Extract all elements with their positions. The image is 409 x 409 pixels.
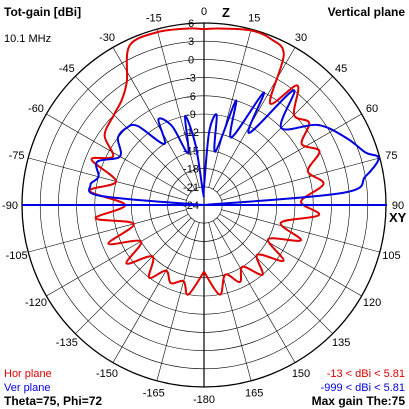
grid-spoke xyxy=(216,76,333,193)
angle-tick-label: -135 xyxy=(56,337,78,349)
angle-tick-label: 75 xyxy=(385,150,397,162)
angle-tick-label: 45 xyxy=(335,63,347,75)
hor-plane-line xyxy=(88,27,325,296)
grid-spoke xyxy=(221,209,380,253)
frequency-label: 10.1 MHz xyxy=(4,33,51,45)
legend-hor-label: Hor plane xyxy=(4,368,52,380)
plane-label: Vertical plane xyxy=(328,5,406,19)
angle-tick-label: 105 xyxy=(382,250,400,262)
radial-tick-label: -18 xyxy=(183,164,199,176)
radial-tick-label: 6 xyxy=(188,18,194,30)
grid-spoke xyxy=(208,222,252,381)
theta-phi-label: Theta=75, Phi=72 xyxy=(4,394,102,408)
angle-tick-label: 15 xyxy=(248,13,260,25)
angle-tick-label: -45 xyxy=(59,63,75,75)
xy-axis-letter: XY xyxy=(389,210,407,225)
angle-tick-label: -15 xyxy=(146,13,162,25)
radial-tick-label: 0 xyxy=(188,54,194,66)
angle-tick-label: 60 xyxy=(366,103,378,115)
angle-tick-label: -165 xyxy=(143,387,165,399)
angle-tick-label: -180 xyxy=(193,394,215,406)
angle-tick-label: 150 xyxy=(292,368,310,380)
grid-spoke xyxy=(221,157,380,201)
max-gain-label: Max gain The:75 xyxy=(312,394,406,408)
angle-tick-label: -60 xyxy=(28,103,44,115)
radial-tick-label: -3 xyxy=(186,73,196,85)
radial-tick-label: -9 xyxy=(186,109,196,121)
radial-tick-label: -21 xyxy=(183,182,199,194)
angle-tick-label: -150 xyxy=(96,368,118,380)
angle-tick-label: -30 xyxy=(99,32,115,44)
legend-ver-label: Ver plane xyxy=(4,382,50,394)
grid-spoke xyxy=(46,113,189,197)
grid-spoke xyxy=(219,213,362,297)
angle-tick-label: -90 xyxy=(2,200,18,212)
angle-tick-label: 165 xyxy=(245,387,263,399)
angle-tick-label: 0 xyxy=(201,6,207,18)
angle-tick-label: 135 xyxy=(332,337,350,349)
angle-tick-label: 30 xyxy=(295,32,307,44)
grid-spoke xyxy=(156,29,200,188)
z-axis-letter: Z xyxy=(222,5,230,20)
grid-spoke xyxy=(46,213,189,297)
angle-tick-label: -120 xyxy=(25,297,47,309)
grid-spoke xyxy=(75,76,192,193)
ver-plane-line xyxy=(87,89,380,206)
legend-hor-range: -13 < dBi < 5.81 xyxy=(327,368,405,380)
grid-spoke xyxy=(219,113,362,197)
grid-spoke xyxy=(156,222,200,381)
radial-tick-label: -15 xyxy=(183,145,199,157)
radial-tick-labels: 630-3-6-9-12-15-18-21-24 xyxy=(183,18,199,212)
grid-spoke xyxy=(208,29,252,188)
chart-title: Tot-gain [dBi] xyxy=(4,5,81,19)
radial-tick-label: -6 xyxy=(186,91,196,103)
angle-tick-label: -105 xyxy=(6,250,28,262)
angle-tick-labels: 0153045607590105120135150165-180-165-150… xyxy=(2,6,404,406)
grid-spoke xyxy=(212,220,296,363)
pattern-series xyxy=(22,27,387,296)
grid-spoke xyxy=(75,217,192,334)
angle-tick-label: 90 xyxy=(392,200,404,212)
grid-spoke xyxy=(28,209,187,253)
legend-ver-range: -999 < dBi < 5.81 xyxy=(321,382,405,394)
grid-spoke xyxy=(28,157,187,201)
grid-spoke xyxy=(112,220,196,363)
angle-tick-label: 120 xyxy=(363,297,381,309)
angle-tick-label: -75 xyxy=(9,150,25,162)
grid-spoke xyxy=(216,217,333,334)
radial-tick-label: 3 xyxy=(188,36,194,48)
